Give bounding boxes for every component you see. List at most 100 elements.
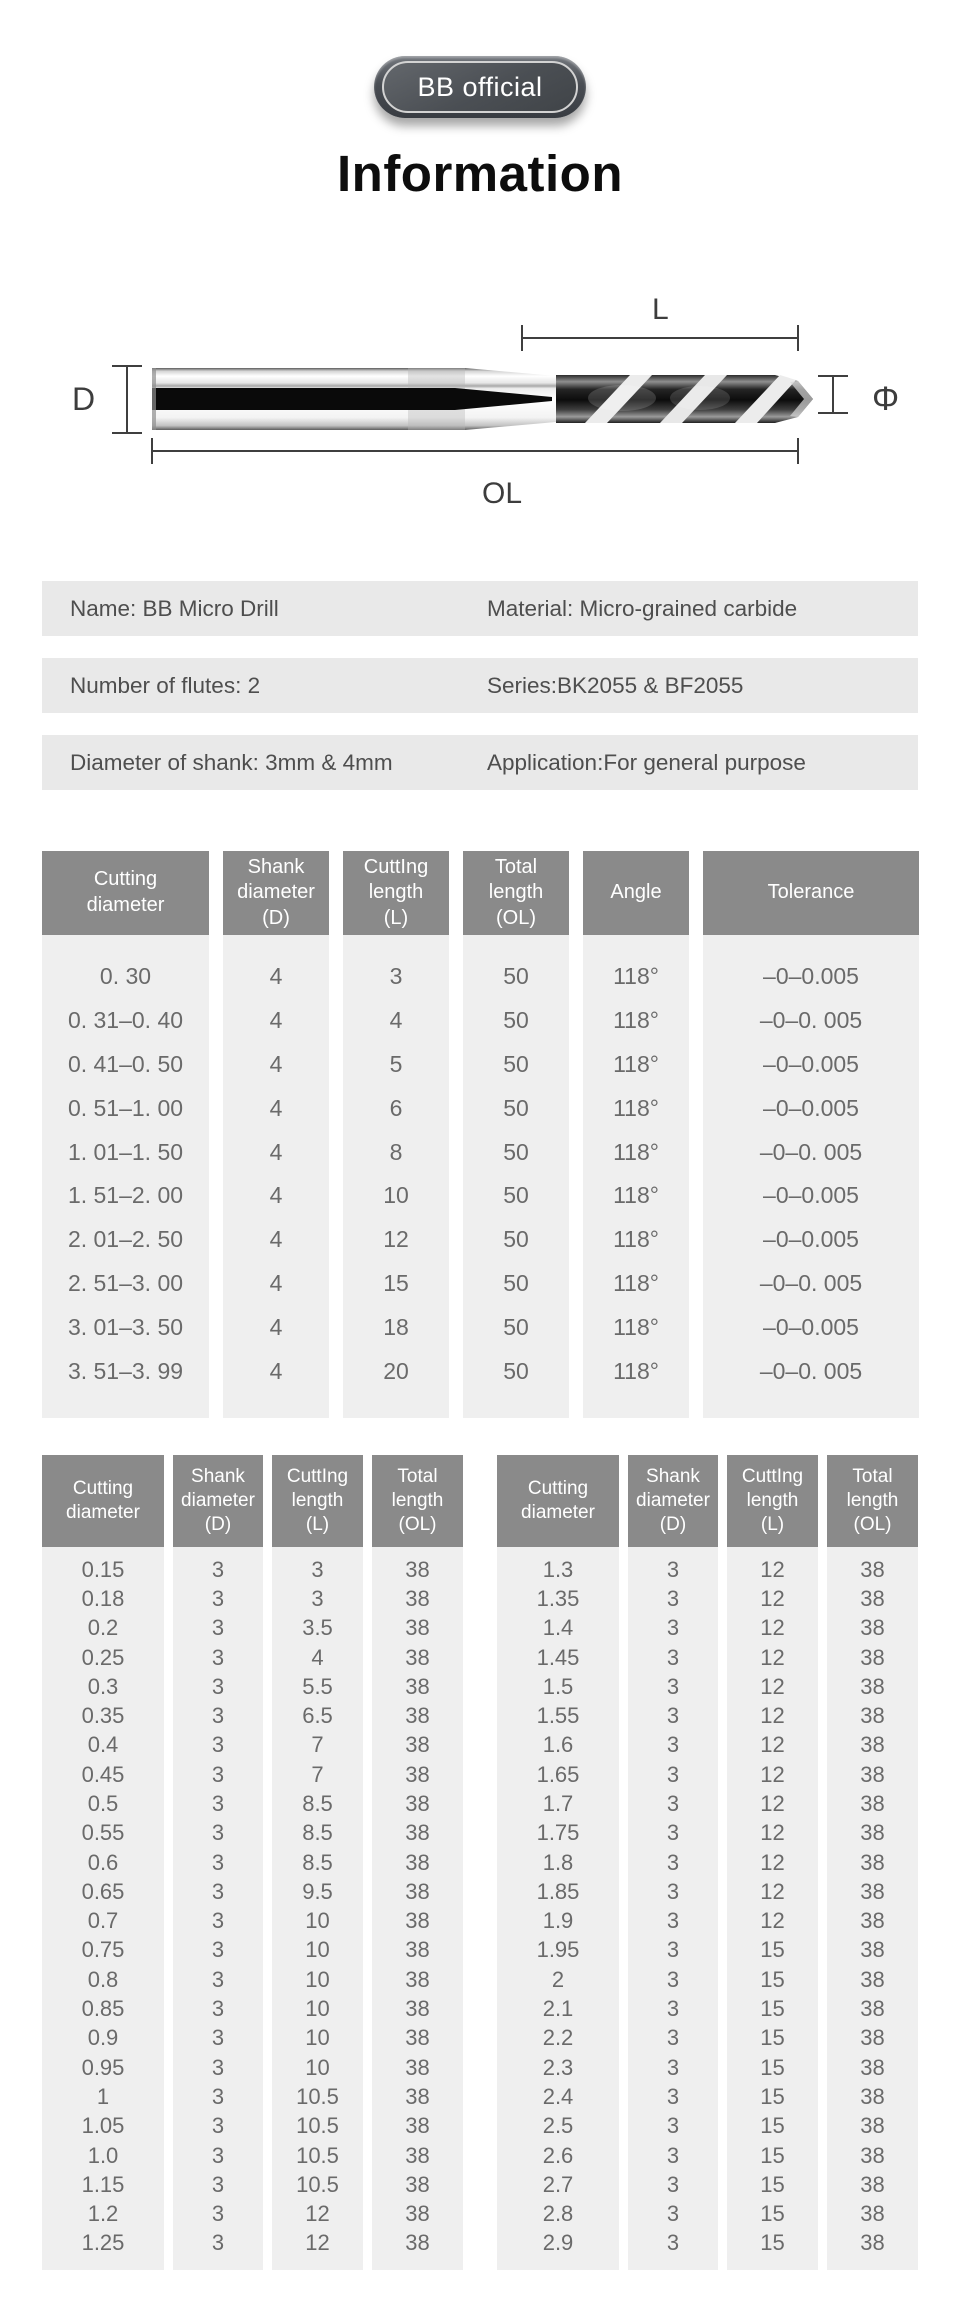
table-cell: 12 [305, 2230, 330, 2256]
table-cell: 3 [666, 1878, 680, 1904]
table-cell: 38 [405, 1937, 430, 1963]
column-header: Tolerance [703, 851, 919, 935]
table-cell: 38 [405, 1790, 430, 1816]
table-cell: 10.5 [296, 2113, 339, 2139]
table-cell: 38 [860, 1790, 885, 1816]
column-header: Total length (OL) [827, 1454, 918, 1547]
table-cell: 0. 30 [99, 963, 152, 990]
table-cell: 118° [613, 1357, 659, 1384]
column-body: 3 4 5 6 8 10 12 15 18 20 [343, 935, 449, 1418]
table-cell: 38 [405, 1673, 430, 1699]
table-cell: 2.9 [542, 2230, 574, 2256]
table-cell: 1.45 [536, 1644, 580, 1670]
table-cell: 10 [305, 2025, 330, 2051]
table-cell: 18 [383, 1313, 409, 1340]
table-cell: 3 [311, 1585, 324, 1611]
table-cell: 3 [666, 1615, 680, 1641]
info-row-flutes-series: Number of flutes: 2 Series:BK2055 & BF20… [42, 658, 918, 713]
table-cell: 8.5 [302, 1790, 333, 1816]
table-cell: 8 [389, 1138, 403, 1165]
table-cell: 1.05 [81, 2113, 125, 2139]
table-cell: 3 [666, 2230, 680, 2256]
table-cell: 0.2 [87, 1615, 119, 1641]
info-row-name-material: Name: BB Micro Drill Material: Micro-gra… [42, 581, 918, 636]
table-cell: 38 [405, 2113, 430, 2139]
column-header: Shank diameter (D) [628, 1454, 718, 1547]
dimension-line-d [112, 365, 142, 434]
table-cell: 38 [860, 1966, 885, 1992]
dimension-line-l [521, 325, 799, 351]
table-cell: 38 [860, 1673, 885, 1699]
table-cell: 3 [666, 2025, 680, 2051]
table-cell: 38 [860, 2230, 885, 2256]
table-cell: 3 [666, 2083, 680, 2109]
table-cell: 12 [383, 1226, 409, 1253]
table-cell: 50 [503, 1007, 529, 1034]
table-cell: 15 [760, 2230, 785, 2256]
table-cell: 15 [760, 2171, 785, 2197]
table-cell: 38 [860, 1585, 885, 1611]
column-body: 3 3 3 3 3 3 3 3 3 3 3 3 3 3 3 3 3 3 3 3 3 3 3 3 [628, 1546, 718, 2271]
table-cell: 3 [211, 2113, 225, 2139]
table-cell: 9.5 [302, 1878, 333, 1904]
table-cell: 5.5 [302, 1673, 333, 1699]
dimension-label-d: D [72, 381, 95, 417]
table-cell: 38 [860, 2025, 885, 2051]
table-cell: 12 [760, 1673, 785, 1699]
table-cell: 4 [269, 1226, 283, 1253]
table-cell: 4 [389, 1007, 403, 1034]
table-cell: 2.2 [542, 2025, 574, 2051]
table-cell: 0.95 [81, 2054, 125, 2080]
table-cell: 3 [666, 1937, 680, 1963]
table-cell: 3.5 [302, 1615, 333, 1641]
table-column: Total length (OL) 38 38 38 38 38 38 38 38 38 38 38 38 3… [372, 1454, 463, 2271]
table-cell: 10 [305, 1937, 330, 1963]
table-cell: 38 [860, 1703, 885, 1729]
table-cell: 50 [503, 1138, 529, 1165]
table-cell: 3 [311, 1556, 324, 1582]
table-cell: 1.7 [542, 1790, 574, 1816]
table-cell: 0. 31–0. 40 [67, 1007, 184, 1034]
table-cell: 38 [405, 1644, 430, 1670]
table-cell: 1.85 [536, 1878, 580, 1904]
table-cell: 1 [96, 2083, 110, 2109]
table-cell: 38 [860, 1878, 885, 1904]
info-section: Name: BB Micro Drill Material: Micro-gra… [42, 581, 918, 790]
table-cell: 12 [760, 1615, 785, 1641]
column-header: CuttIng length (L) [727, 1454, 818, 1547]
table-cell: 7 [311, 1732, 324, 1758]
table-cell: 1.25 [81, 2230, 125, 2256]
column-header: CuttIng length (L) [272, 1454, 363, 1547]
table-cell: 0.8 [87, 1966, 119, 1992]
table-cell: 0.9 [87, 2025, 119, 2051]
table-cell: 38 [405, 2171, 430, 2197]
table-cell: 3 [211, 1644, 225, 1670]
table-cell: 15 [383, 1269, 409, 1296]
table-cell: 1.0 [87, 2142, 119, 2168]
table-cell: 3 [211, 1556, 225, 1582]
table-cell: 12 [760, 1878, 785, 1904]
table-cell: 15 [760, 1996, 785, 2022]
table-cell: 10 [305, 1996, 330, 2022]
info-flutes: Number of flutes: 2 [70, 672, 261, 698]
column-body: 38 38 38 38 38 38 38 38 38 38 38 38 38 38 38 38 38 38 38 38… [372, 1546, 463, 2271]
table-cell: 1. 01–1. 50 [67, 1138, 184, 1165]
dimension-label-phi: Φ [872, 380, 899, 418]
table-cell: 118° [613, 1226, 659, 1253]
info-name: Name: BB Micro Drill [70, 595, 279, 621]
table-cell: 3 [211, 1703, 225, 1729]
table-cell: 38 [860, 2054, 885, 2080]
dimension-line-phi [818, 375, 848, 414]
drill-flutes-graphic [556, 375, 813, 423]
table-cell: –0–0. 005 [759, 1007, 863, 1034]
table-cell: 38 [405, 2025, 430, 2051]
table-cell: 1.3 [542, 1556, 574, 1582]
table-cell: 1.9 [542, 1908, 574, 1934]
table-cell: 4 [269, 1094, 283, 1121]
table-column: Cutting diameter 0. 30 0. 31–0. 40 0. 41–0. … [42, 851, 209, 1418]
table-cell: 38 [860, 1849, 885, 1875]
column-header: Cutting diameter [42, 851, 209, 935]
table-cell: 7 [311, 1761, 324, 1787]
info-row-shank-application: Diameter of shank: 3mm & 4mm Application… [42, 735, 918, 790]
table-cell: 38 [860, 1556, 885, 1582]
